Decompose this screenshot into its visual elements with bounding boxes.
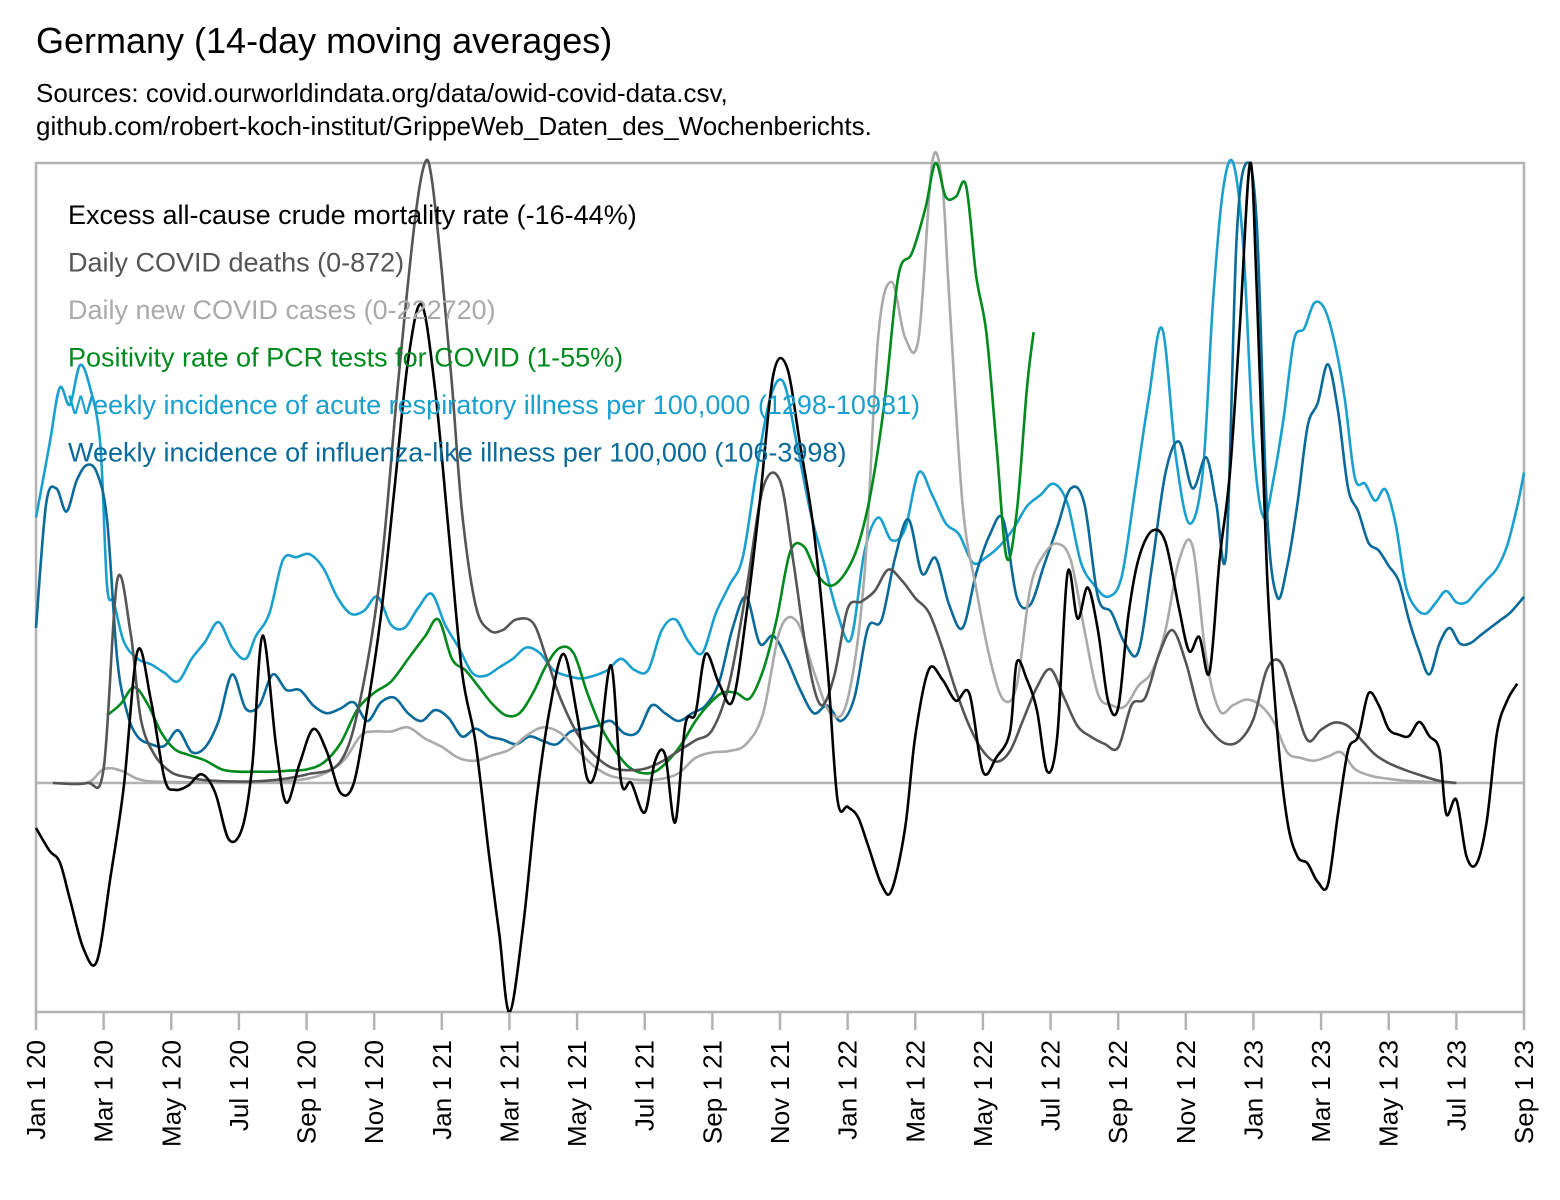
x-tick-label: Jul 1 21	[630, 1040, 660, 1131]
x-tick-label: Nov 1 22	[1171, 1040, 1201, 1144]
x-tick-label: Mar 1 21	[494, 1040, 524, 1143]
x-tick-label: Sep 1 21	[697, 1040, 727, 1144]
x-tick-label: Jan 1 23	[1238, 1040, 1268, 1140]
x-tick-label: Jan 1 22	[833, 1040, 863, 1140]
x-tick-label: Mar 1 22	[900, 1040, 930, 1143]
legend-entry-1: Daily COVID deaths (0-872)	[68, 248, 404, 278]
legend-entry-5: Weekly incidence of influenza-like illne…	[68, 438, 846, 468]
x-tick-label: Mar 1 23	[1306, 1040, 1336, 1143]
series-line-4	[34, 158, 1526, 684]
x-tick-label: Sep 1 20	[292, 1040, 322, 1144]
x-tick-label: May 1 21	[562, 1040, 592, 1147]
x-tick-label: May 1 22	[968, 1040, 998, 1147]
chart-title: Germany (14-day moving averages)	[36, 20, 613, 61]
x-tick-label: Nov 1 20	[359, 1040, 389, 1144]
x-axis-ticks: Jan 1 20 Mar 1 20 May 1 20 Jul 1 20 Sep 1 20…	[21, 1012, 1539, 1147]
chart-axes	[34, 161, 1526, 1014]
legend-entry-3: Positivity rate of PCR tests for COVID (…	[68, 343, 623, 373]
series-layer	[34, 151, 1526, 1014]
x-tick-label: Jan 1 21	[427, 1040, 457, 1140]
plot-frame	[34, 161, 1526, 1014]
x-tick-label: Mar 1 20	[89, 1040, 119, 1143]
x-tick-label: Jul 1 22	[1036, 1040, 1066, 1131]
series-line-1	[52, 158, 1457, 790]
legend-entry-2: Daily new COVID cases (0-222720)	[68, 295, 496, 325]
x-tick-label: Nov 1 21	[765, 1040, 795, 1144]
chart-subtitle-line-2: github.com/robert-koch-institut/GrippeWe…	[36, 111, 872, 141]
x-tick-label: Jul 1 20	[224, 1040, 254, 1131]
series-line-3	[106, 161, 1035, 775]
series-line-2	[52, 151, 1457, 786]
chart-legend: Excess all-cause crude mortality rate (-…	[68, 200, 920, 468]
chart-subtitle-line-1: Sources: covid.ourworldindata.org/data/o…	[36, 78, 728, 108]
x-tick-label: May 1 23	[1374, 1040, 1404, 1147]
legend-entry-4: Weekly incidence of acute respiratory il…	[68, 390, 920, 420]
x-tick-label: May 1 20	[156, 1040, 186, 1147]
legend-entry-0: Excess all-cause crude mortality rate (-…	[68, 200, 637, 230]
x-tick-label: Sep 1 23	[1509, 1040, 1539, 1144]
series-line-5	[34, 161, 1525, 755]
x-tick-label: Sep 1 22	[1103, 1040, 1133, 1144]
x-tick-label: Jul 1 23	[1441, 1040, 1471, 1131]
x-tick-label: Jan 1 20	[21, 1040, 51, 1140]
series-line-0	[34, 161, 1519, 1014]
